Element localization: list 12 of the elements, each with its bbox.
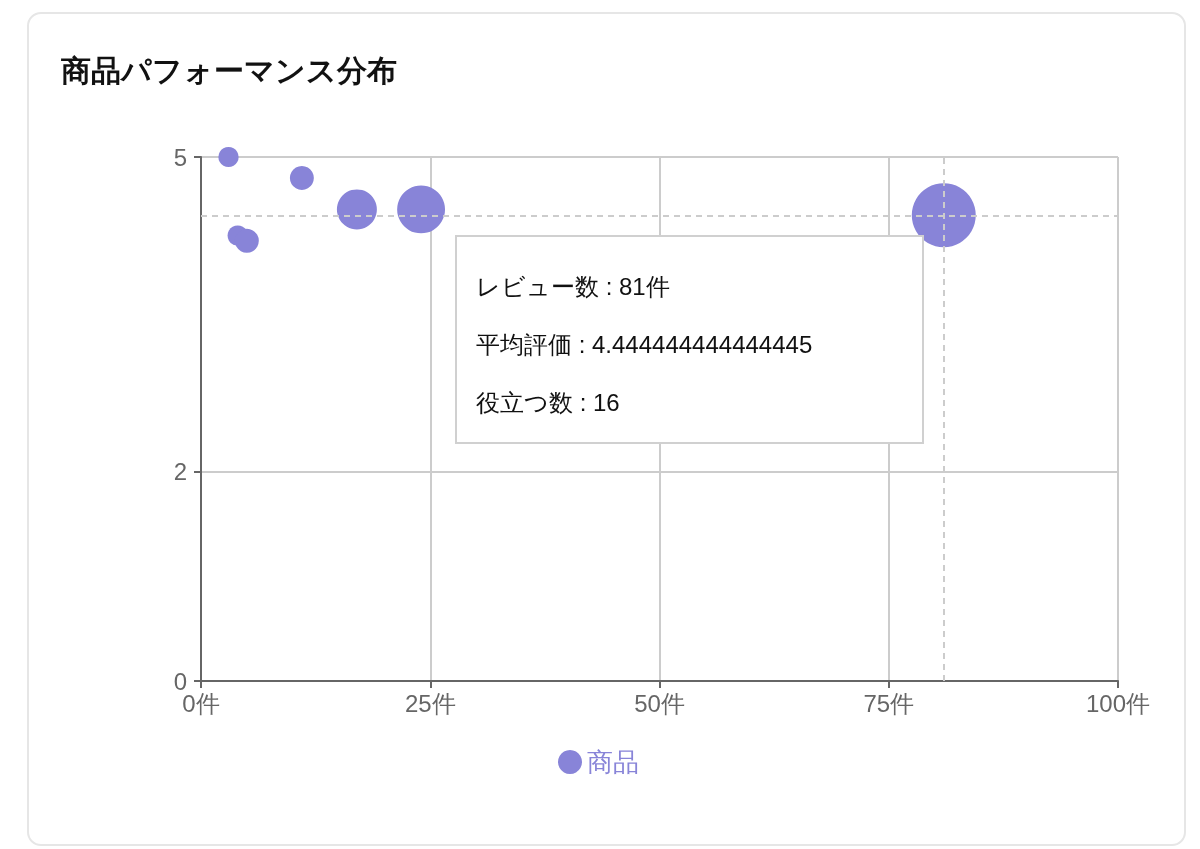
annotation: 平均評価 : 4.444444444444445 (476, 330, 814, 360)
annotation: 役立つ数 : 16 (476, 388, 621, 418)
chart-title: 商品パフォーマンス分布 (61, 53, 397, 87)
x-tick-label: 75件 (863, 689, 915, 717)
y-tick-label: 2 (173, 457, 187, 485)
y-tick-label: 5 (173, 143, 187, 171)
annotation: レビュー数 : 81件 (476, 272, 671, 302)
x-tick-label: 50件 (634, 689, 685, 717)
tooltip-box: レビュー数 : 81件 平均評価 : 4.444444444444445 役立つ数 : 16 (455, 235, 924, 444)
x-tick-label: 25件 (404, 689, 456, 717)
legend-label: 商品 (587, 747, 639, 777)
x-tick-label: 100件 (1085, 689, 1151, 717)
